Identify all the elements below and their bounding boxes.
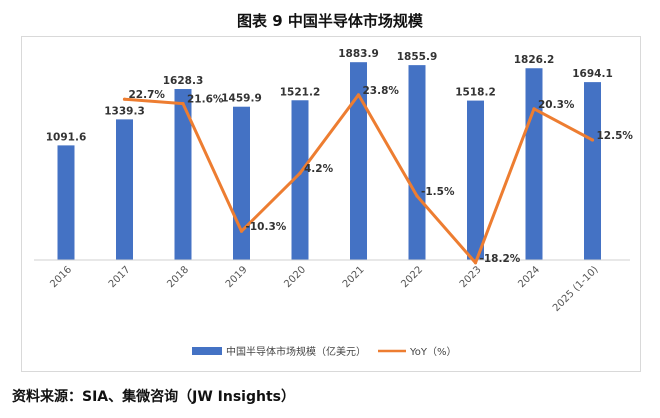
bar-value-label: 1521.2 bbox=[280, 86, 321, 98]
bar-2022 bbox=[408, 65, 426, 261]
labels-layer: 1091.6 1339.3 1628.3 1459.9 1521.2 1883.9 1855… bbox=[46, 48, 634, 265]
bar-value-label: 1091.6 bbox=[46, 131, 87, 143]
legend-bar-swatch bbox=[192, 347, 222, 355]
yoy-point bbox=[415, 194, 419, 198]
yoy-point bbox=[473, 261, 478, 265]
yoy-point bbox=[181, 102, 185, 106]
x-tick-label: 2018 bbox=[165, 264, 191, 290]
x-tick-label: 2022 bbox=[399, 264, 425, 290]
yoy-point bbox=[239, 229, 244, 233]
legend-bar-label: 中国半导体市场规模（亿美元） bbox=[226, 345, 366, 358]
bar-value-label: 1339.3 bbox=[104, 105, 145, 117]
bar-value-label: 1518.2 bbox=[455, 87, 496, 99]
bar-2018 bbox=[174, 89, 192, 260]
legend-line-label: YoY（%） bbox=[409, 346, 457, 358]
bar-2021 bbox=[350, 62, 367, 261]
bar-value-label: 1694.1 bbox=[572, 68, 613, 80]
x-tick-label: 2025 (1-10) bbox=[551, 264, 601, 314]
yoy-point bbox=[122, 97, 127, 101]
bar-2019 bbox=[233, 106, 250, 260]
bar-value-label: 1883.9 bbox=[338, 48, 379, 60]
x-tick-label: 2023 bbox=[458, 264, 484, 290]
yoy-value-label: 23.8% bbox=[363, 85, 400, 97]
x-tick-label: 2021 bbox=[341, 264, 367, 290]
yoy-point bbox=[298, 171, 302, 175]
yoy-value-label: 22.7% bbox=[129, 89, 166, 101]
yoy-value-label: 4.2% bbox=[304, 163, 334, 175]
yoy-point bbox=[356, 93, 361, 97]
x-tick-label: 2019 bbox=[224, 264, 250, 290]
legend: 中国半导体市场规模（亿美元） YoY（%） bbox=[192, 345, 457, 358]
bar-2016 bbox=[57, 145, 75, 260]
line-layer bbox=[122, 93, 595, 265]
x-tick-label: 2016 bbox=[48, 264, 74, 290]
yoy-value-label: -1.5% bbox=[421, 186, 455, 198]
bar-2017 bbox=[116, 119, 133, 260]
yoy-value-label: 21.6% bbox=[187, 94, 224, 106]
yoy-value-label: -10.3% bbox=[246, 221, 287, 233]
yoy-value-label: 20.3% bbox=[538, 99, 575, 111]
yoy-point bbox=[532, 107, 536, 111]
chart-title: 图表 9 中国半导体市场规模 bbox=[237, 12, 423, 30]
source-note: 资料来源：SIA、集微咨询（JW Insights） bbox=[12, 389, 295, 405]
bars-layer bbox=[57, 62, 601, 261]
bar-2024 bbox=[525, 68, 543, 261]
x-tick-label: 2024 bbox=[516, 264, 542, 290]
bar-value-label: 1628.3 bbox=[163, 75, 204, 87]
x-tick-label: 2017 bbox=[107, 264, 133, 290]
yoy-value-label: -18.2% bbox=[480, 253, 521, 265]
bar-value-label: 1855.9 bbox=[397, 51, 438, 63]
x-tick-label: 2020 bbox=[282, 264, 308, 290]
bar-2023 bbox=[467, 100, 484, 261]
yoy-value-label: 12.5% bbox=[597, 130, 634, 142]
bar-2020 bbox=[291, 100, 309, 260]
bar-value-label: 1826.2 bbox=[514, 54, 555, 66]
yoy-point bbox=[590, 138, 595, 142]
bar-2025 (1-10) bbox=[584, 82, 601, 260]
ticks-layer: 2016 2017 2018 2019 2020 2021 2022 2023 2024 2025… bbox=[48, 264, 600, 314]
bar-value-label: 1459.9 bbox=[221, 93, 262, 105]
